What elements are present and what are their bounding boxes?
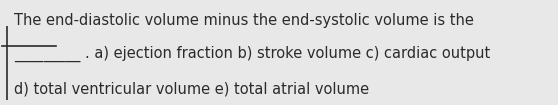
Text: _________ . a) ejection fraction b) stroke volume c) cardiac output: _________ . a) ejection fraction b) stro…	[14, 46, 490, 62]
Text: The end-diastolic volume minus the end-systolic volume is the: The end-diastolic volume minus the end-s…	[14, 13, 474, 28]
Text: d) total ventricular volume e) total atrial volume: d) total ventricular volume e) total atr…	[14, 82, 369, 97]
